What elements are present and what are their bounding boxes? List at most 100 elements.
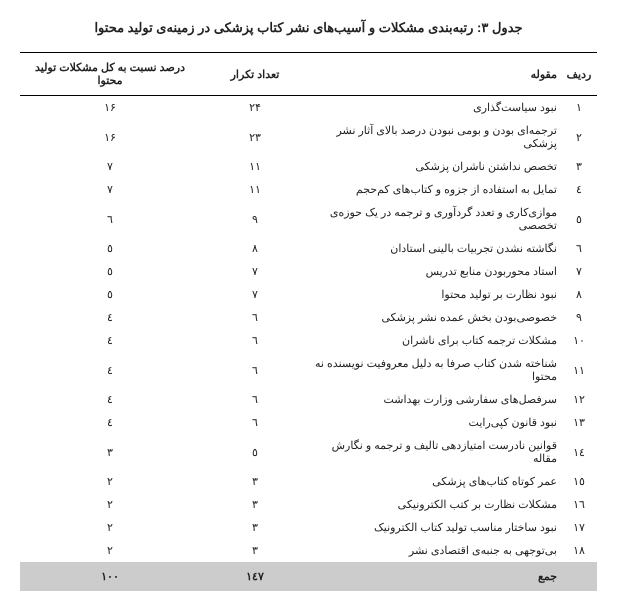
cell-category: بی‌توجهی به جنبه‌ی اقتصادی نشر	[310, 539, 561, 562]
footer-count: ۱٤۷	[200, 562, 310, 591]
col-count-header: تعداد تکرار	[200, 53, 310, 96]
cell-percent: ٤	[20, 411, 200, 434]
table-row: ۷استاد محوربودن منابع تدریس۷٥	[20, 260, 597, 283]
cell-category: موازی‌کاری و تعدد گردآوری و ترجمه در یک …	[310, 201, 561, 237]
cell-percent: ٤	[20, 388, 200, 411]
cell-index: ۱۰	[561, 329, 597, 352]
cell-count: ٥	[200, 434, 310, 470]
cell-index: ٦	[561, 237, 597, 260]
cell-index: ۱۷	[561, 516, 597, 539]
table-title: جدول ۳: رتبه‌بندی مشکلات و آسیب‌های نشر …	[20, 20, 597, 36]
cell-count: ٣	[200, 539, 310, 562]
table-row: ۱۲سرفصل‌های سفارشی وزارت بهداشت٦٤	[20, 388, 597, 411]
col-percent-header: درصد نسبت به کل مشکلات تولید محتوا	[20, 53, 200, 96]
table-row: ٦نگاشته نشدن تجربیات بالینی استادان۸٥	[20, 237, 597, 260]
cell-percent: ٤	[20, 329, 200, 352]
cell-percent: ٣	[20, 434, 200, 470]
cell-index: ۸	[561, 283, 597, 306]
table-row: ۱۳نبود قانون کپی‌رایت٦٤	[20, 411, 597, 434]
cell-percent: ٥	[20, 260, 200, 283]
problems-table: ردیف مقوله تعداد تکرار درصد نسبت به کل م…	[20, 52, 597, 591]
table-row: ۱۱شناخته شدن کتاب صرفا به دلیل معروفیت ن…	[20, 352, 597, 388]
cell-percent: ۲	[20, 493, 200, 516]
table-row: ٤تمایل به استفاده از جزوه و کتاب‌های کم‌…	[20, 178, 597, 201]
cell-count: ٣	[200, 493, 310, 516]
cell-count: ۸	[200, 237, 310, 260]
cell-category: تخصص نداشتن ناشران پزشکی	[310, 155, 561, 178]
table-row: ۱٥عمر کوتاه کتاب‌های پزشکی٣۲	[20, 470, 597, 493]
cell-count: ٦	[200, 352, 310, 388]
cell-count: ٣	[200, 470, 310, 493]
cell-count: ٦	[200, 388, 310, 411]
cell-category: عمر کوتاه کتاب‌های پزشکی	[310, 470, 561, 493]
table-row: ۱۷نبود ساختار مناسب تولید کتاب الکترونیک…	[20, 516, 597, 539]
cell-count: ۱۱	[200, 155, 310, 178]
table-row: ۸نبود نظارت بر تولید محتوا۷٥	[20, 283, 597, 306]
table-row: ٥موازی‌کاری و تعدد گردآوری و ترجمه در یک…	[20, 201, 597, 237]
cell-percent: ۷	[20, 155, 200, 178]
cell-percent: ۱۶	[20, 119, 200, 155]
cell-percent: ۱۶	[20, 96, 200, 120]
cell-percent: ۷	[20, 178, 200, 201]
table-row: ۱٤قوانین نادرست امتیازدهی تالیف و ترجمه …	[20, 434, 597, 470]
cell-category: مشکلات ترجمه کتاب برای ناشران	[310, 329, 561, 352]
cell-index: ۲	[561, 119, 597, 155]
table-row: ۲ترجمه‌ای بودن و بومی نبودن درصد بالای آ…	[20, 119, 597, 155]
cell-category: نبود سیاست‌گذاری	[310, 96, 561, 120]
table-row: ۱نبود سیاست‌گذاری۲۴۱۶	[20, 96, 597, 120]
cell-index: ۷	[561, 260, 597, 283]
cell-percent: ٥	[20, 283, 200, 306]
table-row: ۳تخصص نداشتن ناشران پزشکی۱۱۷	[20, 155, 597, 178]
table-row: ۹خصوصی‌بودن بخش عمده نشر پزشکی٦٤	[20, 306, 597, 329]
cell-category: مشکلات نظارت بر کتب الکترونیکی	[310, 493, 561, 516]
footer-row: جمع ۱٤۷ ۱۰۰	[20, 562, 597, 591]
cell-count: ۹	[200, 201, 310, 237]
footer-percent: ۱۰۰	[20, 562, 200, 591]
cell-category: استاد محوربودن منابع تدریس	[310, 260, 561, 283]
cell-category: شناخته شدن کتاب صرفا به دلیل معروفیت نوی…	[310, 352, 561, 388]
cell-index: ۱۲	[561, 388, 597, 411]
table-row: ۱٦مشکلات نظارت بر کتب الکترونیکی٣۲	[20, 493, 597, 516]
cell-index: ۱٥	[561, 470, 597, 493]
cell-count: ۲۴	[200, 96, 310, 120]
cell-count: ۱۱	[200, 178, 310, 201]
cell-index: ۱۱	[561, 352, 597, 388]
cell-percent: ٤	[20, 352, 200, 388]
cell-percent: ۲	[20, 539, 200, 562]
cell-count: ٦	[200, 411, 310, 434]
cell-category: نبود ساختار مناسب تولید کتاب الکترونیک	[310, 516, 561, 539]
cell-index: ۱۳	[561, 411, 597, 434]
cell-category: قوانین نادرست امتیازدهی تالیف و ترجمه و …	[310, 434, 561, 470]
cell-category: خصوصی‌بودن بخش عمده نشر پزشکی	[310, 306, 561, 329]
cell-count: ۲۳	[200, 119, 310, 155]
cell-index: ٥	[561, 201, 597, 237]
cell-index: ٤	[561, 178, 597, 201]
cell-index: ۹	[561, 306, 597, 329]
cell-category: نبود نظارت بر تولید محتوا	[310, 283, 561, 306]
col-category-header: مقوله	[310, 53, 561, 96]
cell-percent: ۲	[20, 516, 200, 539]
cell-index: ۱٦	[561, 493, 597, 516]
footer-label: جمع	[310, 562, 561, 591]
table-row: ۱۸بی‌توجهی به جنبه‌ی اقتصادی نشر٣۲	[20, 539, 597, 562]
cell-category: سرفصل‌های سفارشی وزارت بهداشت	[310, 388, 561, 411]
cell-category: نگاشته نشدن تجربیات بالینی استادان	[310, 237, 561, 260]
cell-category: نبود قانون کپی‌رایت	[310, 411, 561, 434]
cell-count: ٣	[200, 516, 310, 539]
cell-category: ترجمه‌ای بودن و بومی نبودن درصد بالای آث…	[310, 119, 561, 155]
cell-count: ۷	[200, 260, 310, 283]
cell-count: ۷	[200, 283, 310, 306]
table-row: ۱۰مشکلات ترجمه کتاب برای ناشران٦٤	[20, 329, 597, 352]
footer-index	[561, 562, 597, 591]
cell-percent: ٥	[20, 237, 200, 260]
cell-index: ۱	[561, 96, 597, 120]
cell-count: ٦	[200, 306, 310, 329]
col-index-header: ردیف	[561, 53, 597, 96]
cell-category: تمایل به استفاده از جزوه و کتاب‌های کم‌ح…	[310, 178, 561, 201]
cell-percent: ۲	[20, 470, 200, 493]
cell-percent: ٤	[20, 306, 200, 329]
cell-count: ٦	[200, 329, 310, 352]
cell-index: ۱۸	[561, 539, 597, 562]
cell-percent: ٦	[20, 201, 200, 237]
cell-index: ۳	[561, 155, 597, 178]
